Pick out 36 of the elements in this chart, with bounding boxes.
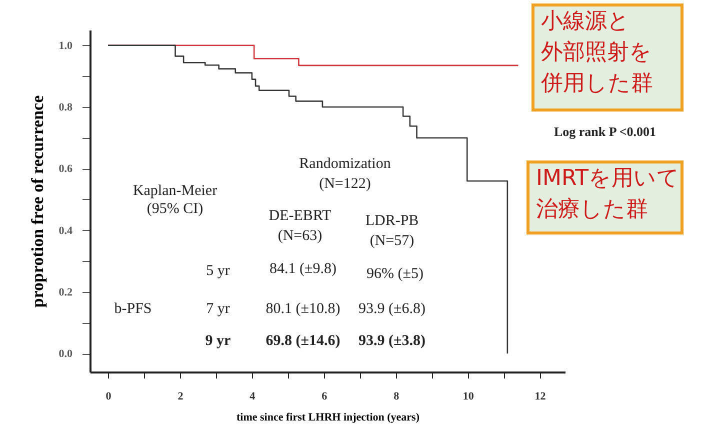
annotation: 5 yr <box>206 263 230 279</box>
series-label: 小線源と外部照射を併用した群 <box>540 9 653 96</box>
annotation: 93.9 (±6.8) <box>358 301 426 317</box>
x-axis-title: time since first LHRH injection (years) <box>236 412 420 424</box>
annotation: Kaplan-Meier <box>132 183 218 199</box>
annotation: (95% CI) <box>146 201 204 217</box>
y-tick-label: 0.8 <box>58 102 73 114</box>
annotation: b-PFS <box>114 301 152 317</box>
annotation: LDR-PB <box>365 213 419 229</box>
annotation: 9 yr <box>205 333 232 349</box>
annotation: 7 yr <box>206 301 230 317</box>
annotation: 93.9 (±3.8) <box>358 333 426 349</box>
x-tick-label: 12 <box>534 390 546 402</box>
annotation: Randomization <box>299 156 392 172</box>
y-tick-label: 0.0 <box>58 348 73 360</box>
y-tick-label: 0.6 <box>58 163 73 176</box>
x-tick-label: 2 <box>178 390 184 402</box>
y-axis-title: proprotion free of recurrence <box>28 94 47 308</box>
y-tick-label: 1.0 <box>58 40 73 52</box>
annotation: (N=63) <box>278 228 322 244</box>
annotation: 80.1 (±10.8) <box>266 301 340 317</box>
annotation: (N=122) <box>319 176 371 192</box>
annotation: 84.1 (±9.8) <box>270 261 336 277</box>
annotation: (N=57) <box>370 233 414 249</box>
y-tick-label: 0.4 <box>58 224 73 237</box>
annotation: Log rank P <0.001 <box>554 124 656 139</box>
x-tick-label: 0 <box>106 390 112 402</box>
annotation: DE-EBRT <box>268 208 332 224</box>
x-tick-label: 10 <box>462 390 474 402</box>
y-tick-label: 0.2 <box>58 286 73 298</box>
annotation: 96% (±5) <box>366 266 424 282</box>
series-label: IMRTを用いて治療した群 <box>536 166 680 222</box>
x-tick-label: 6 <box>322 390 328 402</box>
x-tick-label: 4 <box>250 390 256 402</box>
annotation: 69.8 (±14.6) <box>266 333 340 349</box>
x-tick-label: 8 <box>394 390 400 402</box>
